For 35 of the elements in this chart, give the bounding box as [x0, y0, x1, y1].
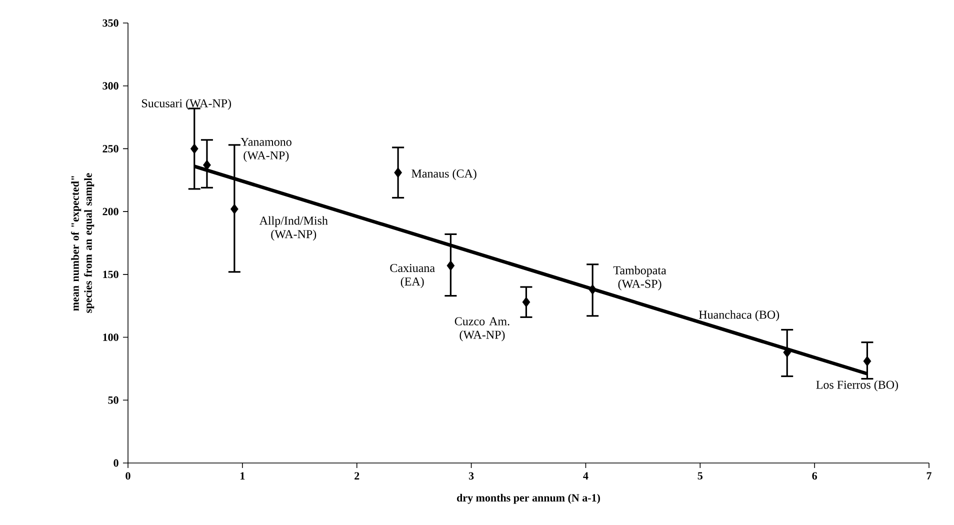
x-axis-title: dry months per annum (N a-1)	[456, 494, 600, 504]
x-tick-label: 1	[240, 472, 245, 480]
y-tick-label: 350	[102, 19, 118, 27]
y-tick-label: 150	[103, 270, 118, 278]
y-tick-label: 250	[102, 145, 118, 152]
y-tick-label: 0	[114, 459, 118, 467]
y-tick-label: 100	[103, 334, 118, 341]
annotation: Sucusari (WA-NP)	[142, 98, 232, 110]
annotation: Los Fierros (BO)	[816, 380, 898, 392]
point	[522, 296, 530, 308]
annotation: Tambopata (WA-SP)	[613, 266, 666, 290]
x-tick-label: 5	[698, 472, 702, 480]
annotation: Manaus (CA)	[412, 169, 476, 180]
point	[230, 204, 238, 214]
point	[394, 167, 402, 178]
y-tick-label: 200	[102, 208, 118, 216]
y-tick-label: 300	[102, 82, 118, 90]
annotation: Cuzco Am. (WA-NP)	[454, 317, 510, 342]
annotation: Caxiuana (EA)	[390, 264, 435, 288]
y-axis-title: mean number of "expected" species from an equal sample	[71, 173, 94, 313]
x-tick-label: 2	[354, 472, 360, 480]
point	[446, 260, 455, 271]
y-tick-label: 50	[108, 396, 118, 404]
point	[863, 356, 872, 366]
x-tick-label: 4	[583, 472, 588, 480]
point	[588, 284, 597, 295]
x-tick-label: 3	[468, 472, 474, 480]
x-tick-label: 6	[812, 472, 817, 480]
annotation: Huanchaca (BO)	[698, 310, 780, 322]
x-tick-label: 7	[926, 472, 932, 480]
point	[203, 160, 211, 170]
annotation: Allp/Ind/Mish (WA-NP)	[259, 216, 328, 241]
annotation: Yanamono (WA-NP)	[240, 138, 292, 162]
point	[190, 144, 198, 154]
x-tick-label: 0	[126, 472, 130, 480]
